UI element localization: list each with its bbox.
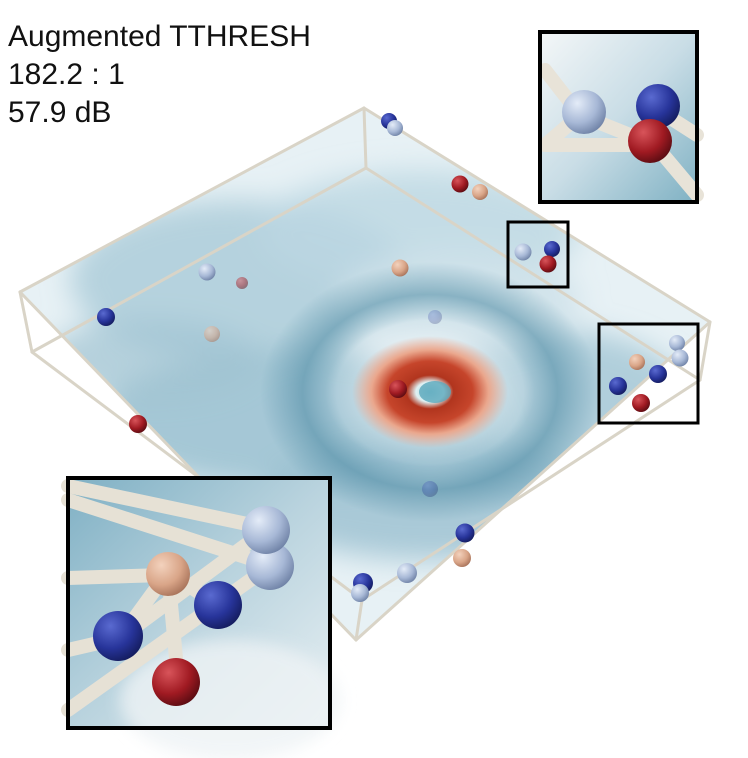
critical-point-maximum [152, 658, 200, 706]
critical-point-saddle [204, 326, 220, 342]
zoom-marker-right [597, 322, 700, 425]
critical-point-saddle [351, 584, 369, 602]
critical-point-maximum [539, 255, 557, 273]
compression-ratio-label: 182.2 : 1 [8, 58, 125, 91]
critical-point-saddle [146, 552, 190, 596]
inset-frame [66, 476, 332, 730]
psnr-label: 57.9 dB [8, 96, 112, 129]
critical-point-saddle [387, 120, 403, 136]
critical-point-maximum [236, 277, 248, 289]
critical-point-minimum [93, 611, 143, 661]
critical-point-saddle [669, 335, 685, 351]
critical-point-minimum [649, 365, 667, 383]
critical-point-saddle [562, 90, 606, 134]
critical-point-minimum [609, 377, 627, 395]
critical-point-saddle [453, 549, 471, 567]
inset-frame [538, 30, 699, 204]
critical-point-saddle [671, 349, 689, 367]
critical-point-saddle [246, 542, 294, 590]
method-label: Augmented TTHRESH [8, 20, 311, 53]
critical-point-minimum [97, 308, 115, 326]
critical-point-minimum [636, 84, 680, 128]
critical-point-maximum [129, 415, 147, 433]
critical-point-minimum [428, 310, 442, 324]
zoom-marker-top [506, 220, 570, 289]
critical-point-minimum [544, 241, 560, 257]
critical-point-saddle [242, 506, 290, 554]
critical-point-maximum [451, 175, 469, 193]
critical-point-saddle [629, 354, 645, 370]
critical-point-minimum [194, 581, 242, 629]
critical-point-minimum [455, 523, 475, 543]
critical-point-minimum [422, 481, 438, 497]
critical-point-saddle [198, 263, 216, 281]
critical-point-saddle [514, 243, 532, 261]
inset-bottom-left [61, 476, 340, 758]
critical-point-maximum [389, 380, 407, 398]
zoom-markers [506, 220, 700, 425]
critical-point-saddle [397, 563, 417, 583]
critical-point-saddle [391, 259, 409, 277]
inset-top-right [538, 30, 704, 204]
critical-point-maximum [632, 394, 650, 412]
critical-point-saddle [472, 184, 488, 200]
critical-point-maximum [628, 119, 672, 163]
critical-points [97, 113, 689, 602]
